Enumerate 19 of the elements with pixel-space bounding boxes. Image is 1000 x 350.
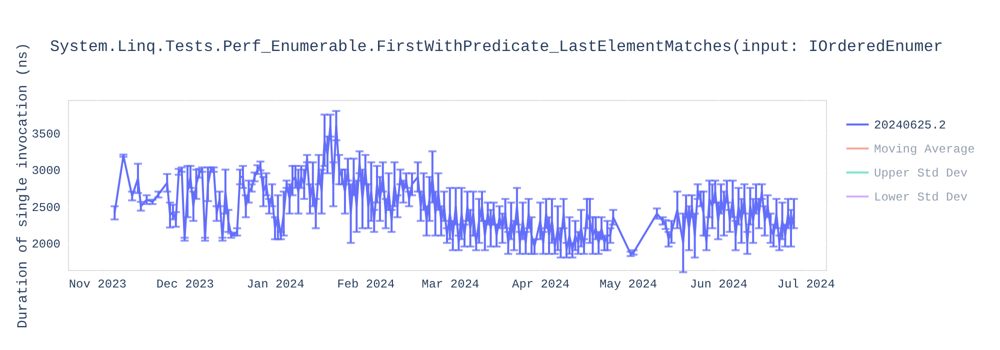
y-tick-label: 2500 [32,200,60,215]
y-tick-label: 2000 [32,237,60,252]
x-tick-label: Dec 2023 [156,278,214,292]
x-tick-label: Apr 2024 [512,278,570,292]
y-tick-label: 3000 [32,164,60,178]
x-tick-label: Feb 2024 [337,278,395,292]
x-tick-label: Nov 2023 [68,278,126,292]
legend-label: Upper Std Dev [874,166,968,180]
x-tick-label: May 2024 [599,278,658,292]
x-tick-label: Mar 2024 [422,278,480,292]
chart-title: System.Linq.Tests.Perf_Enumerable.FirstWithPredicate_LastElementMatches(input: IOrderedEnumer [50,38,943,56]
x-tick-label: Jun 2024 [690,278,748,292]
y-tick-label: 3500 [32,127,60,142]
x-tick-label: Jul 2024 [777,278,835,292]
x-tick-label: Jan 2024 [246,278,304,292]
legend-label: Lower Std Dev [874,190,968,204]
legend-label: 20240625.2 [874,118,946,132]
legend-label: Moving Average [874,142,975,156]
y-axis-title: Duration of single invocation (ns) [16,42,32,328]
